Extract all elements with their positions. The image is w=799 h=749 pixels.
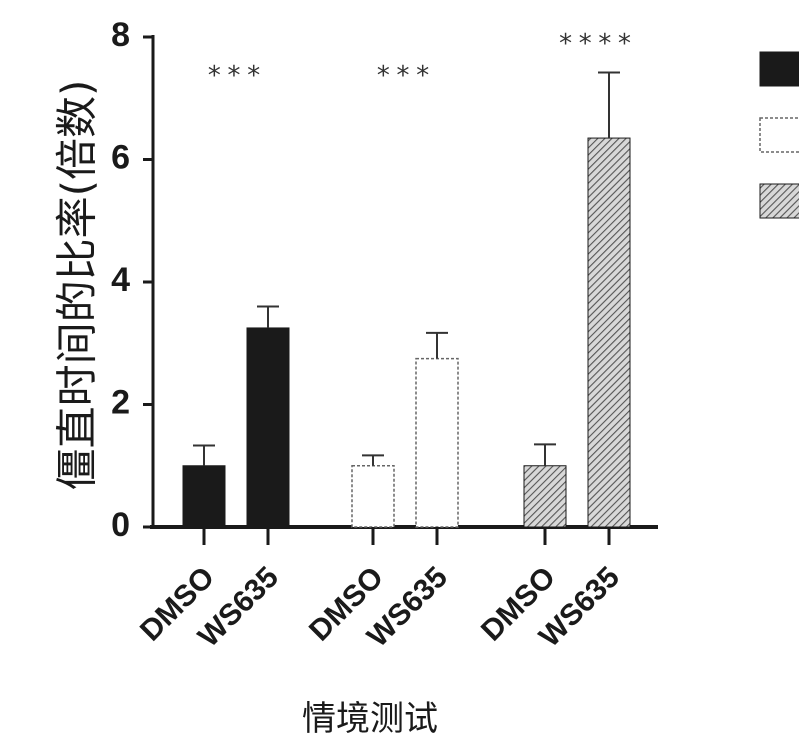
error-bars bbox=[193, 71, 620, 466]
x-ticks bbox=[202, 527, 611, 545]
y-axis-title-group: 僵直时间的比率(倍数) bbox=[53, 80, 102, 491]
bar-ws635-group-3 bbox=[587, 137, 631, 528]
legend-swatch-1 bbox=[759, 51, 799, 87]
y-tick-label: 4 bbox=[111, 261, 130, 299]
y-tick-label: 2 bbox=[111, 383, 130, 421]
legend-swatch-2 bbox=[759, 117, 799, 153]
bar-dmso-group-2 bbox=[351, 465, 395, 528]
x-axis-title: 情境测试 bbox=[302, 699, 438, 739]
significance-labels: *** ******* bbox=[207, 29, 637, 91]
legend bbox=[759, 51, 799, 219]
y-axis-title: 僵直时间的比率(倍数) bbox=[53, 80, 102, 491]
y-tick-label: 0 bbox=[111, 506, 130, 544]
bar-ws635-group-1 bbox=[246, 327, 290, 528]
significance-label: *** bbox=[207, 61, 266, 91]
bars bbox=[182, 137, 631, 528]
bar-dmso-group-1 bbox=[182, 465, 226, 528]
significance-label: *** bbox=[376, 61, 435, 91]
bar-ws635-group-2 bbox=[415, 357, 459, 528]
y-tick-label: 6 bbox=[111, 138, 130, 176]
bar-dmso-group-3 bbox=[523, 465, 567, 528]
significance-label: **** bbox=[558, 29, 637, 59]
y-ticks: 0 2 4 6 8 bbox=[111, 16, 153, 544]
legend-swatch-3 bbox=[759, 183, 799, 219]
y-tick-label: 8 bbox=[111, 16, 130, 54]
